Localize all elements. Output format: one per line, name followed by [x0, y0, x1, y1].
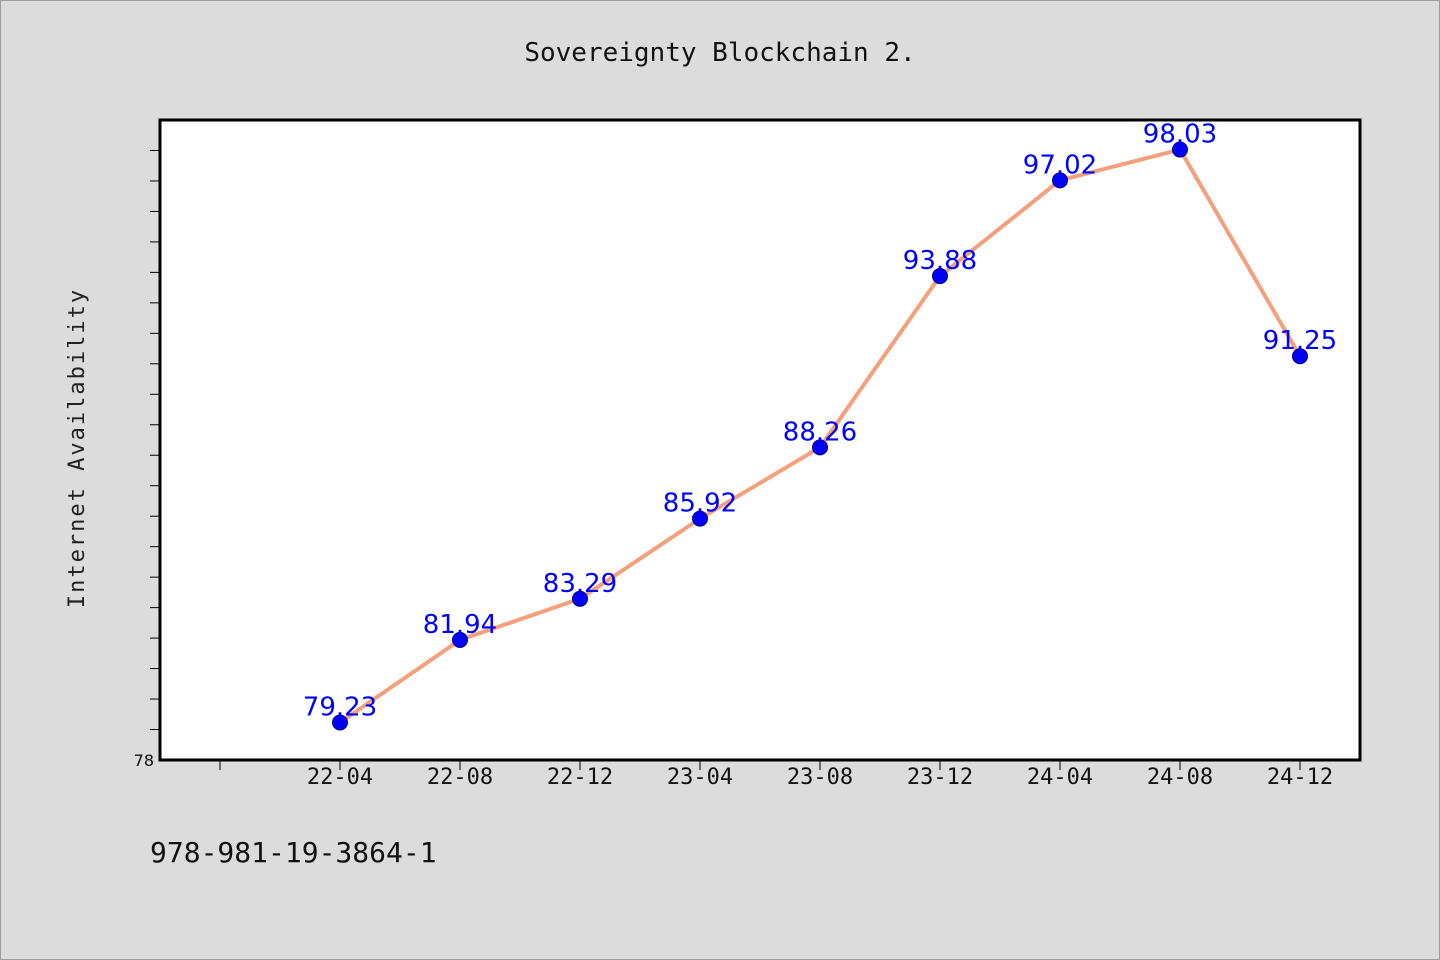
data-label: 98.03 [1143, 120, 1217, 150]
data-label: 91.25 [1263, 326, 1337, 356]
data-point [932, 268, 948, 285]
x-tick-label: 22-08 [427, 765, 493, 790]
x-tick-label: 24-12 [1267, 765, 1333, 790]
x-tick-label: 23-08 [787, 765, 853, 790]
data-label: 97.02 [1023, 150, 1097, 180]
y-axis-label: Internet Availability [65, 288, 90, 608]
data-point [332, 714, 348, 731]
data-point [692, 510, 708, 527]
footer-code: 978-981-19-3864-1 [150, 836, 437, 869]
data-label: 85.92 [663, 489, 737, 519]
data-label: 88.26 [783, 417, 857, 447]
data-label: 83.29 [543, 569, 617, 599]
x-tick-label: 22-12 [547, 765, 613, 790]
data-point [572, 590, 588, 607]
data-point [1052, 172, 1068, 189]
data-label: 93.88 [903, 246, 977, 276]
data-point [452, 631, 468, 648]
data-point [812, 439, 828, 456]
x-tick-label: 24-04 [1027, 765, 1093, 790]
chart-title: Sovereignty Blockchain 2. [524, 38, 915, 68]
y-axis-ticks: 78 [134, 149, 160, 770]
x-tick-label: 22-04 [307, 765, 373, 790]
x-tick-label: 24-08 [1147, 765, 1213, 790]
y-tick-label: 78 [134, 751, 154, 770]
data-label: 79.23 [303, 693, 377, 723]
series-layer: 79.23 81.94 83.29 85.92 88.26 93.88 97.02 98.03… [303, 120, 1337, 731]
plot-area [158, 118, 1362, 762]
data-point [1292, 348, 1308, 365]
x-tick-label: 23-12 [907, 765, 973, 790]
x-tick-label: 23-04 [667, 765, 733, 790]
data-label: 81.94 [423, 610, 497, 640]
data-point [1172, 141, 1188, 158]
x-axis-ticks: 22-04 22-08 22-12 23-04 23-08 23-12 24-04 24-08… [219, 760, 1333, 790]
